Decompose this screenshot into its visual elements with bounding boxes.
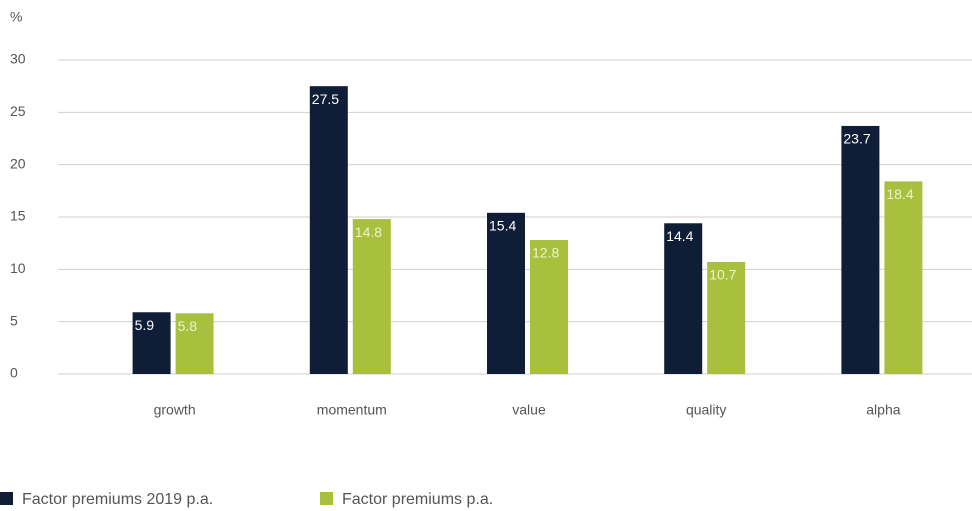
x-tick-label: momentum bbox=[317, 402, 387, 418]
value-label: 10.7 bbox=[709, 267, 736, 283]
legend-label: Factor premiums 2019 p.a. bbox=[22, 491, 213, 508]
y-tick-label: 30 bbox=[10, 51, 26, 67]
bar bbox=[487, 212, 525, 374]
x-tick-label: growth bbox=[154, 402, 196, 418]
bar bbox=[352, 219, 391, 374]
y-tick-label: 25 bbox=[10, 103, 26, 119]
value-label: 5.8 bbox=[178, 318, 198, 334]
legend-swatch bbox=[320, 492, 333, 505]
value-label: 23.7 bbox=[843, 131, 870, 147]
value-label: 27.5 bbox=[312, 91, 339, 107]
bar bbox=[841, 125, 880, 374]
bar bbox=[530, 240, 568, 374]
y-tick-label: 10 bbox=[10, 260, 26, 276]
legend-label: Factor premiums p.a. bbox=[342, 491, 493, 508]
x-tick-label: value bbox=[512, 402, 546, 418]
value-label: 15.4 bbox=[489, 218, 516, 234]
value-label: 5.9 bbox=[135, 317, 155, 333]
bar bbox=[175, 313, 214, 374]
x-tick-label: alpha bbox=[866, 402, 900, 418]
value-label: 18.4 bbox=[886, 186, 913, 202]
bar bbox=[309, 86, 348, 375]
y-tick-label: 20 bbox=[10, 155, 26, 171]
x-tick-label: quality bbox=[686, 402, 726, 418]
bar bbox=[707, 262, 746, 374]
y-axis-label: % bbox=[10, 9, 22, 25]
value-label: 14.4 bbox=[666, 228, 693, 244]
value-label: 14.8 bbox=[355, 224, 382, 240]
bar bbox=[884, 181, 923, 374]
y-tick-label: 15 bbox=[10, 208, 26, 224]
bar bbox=[132, 312, 171, 374]
legend-swatch bbox=[0, 492, 13, 505]
bar bbox=[664, 223, 703, 374]
y-tick-label: 5 bbox=[10, 312, 18, 328]
value-label: 12.8 bbox=[532, 245, 559, 261]
y-tick-label: 0 bbox=[10, 365, 18, 381]
